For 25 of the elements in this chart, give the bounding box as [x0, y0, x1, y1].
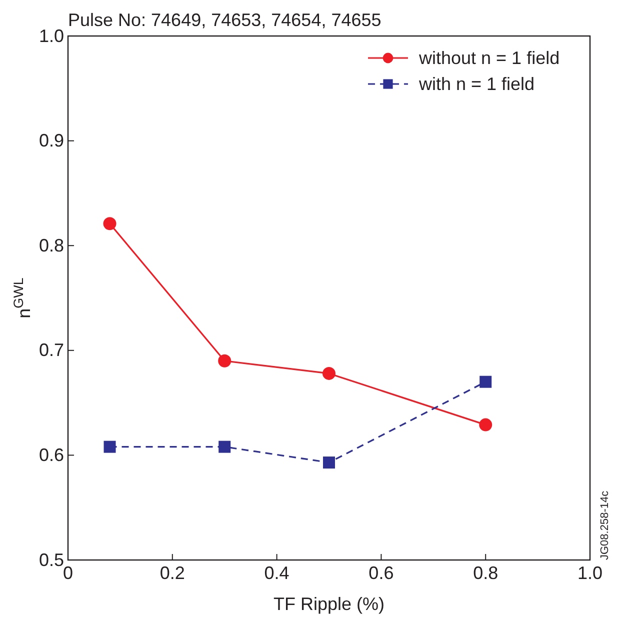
x-tick-label: 0.2 — [160, 562, 185, 583]
y-tick-label: 0.5 — [38, 550, 64, 570]
chart-title: Pulse No: 74649, 74653, 74654, 74655 — [68, 10, 382, 30]
text: JG08.258-14c — [599, 490, 611, 560]
point — [103, 217, 116, 230]
x-tick-label: 0 — [62, 562, 74, 583]
x-tick-label: 0.6 — [368, 562, 394, 583]
x-axis-title: TF Ripple (%) — [273, 594, 385, 614]
point — [218, 354, 232, 368]
point — [218, 440, 231, 453]
y-tick-label: 0.8 — [38, 235, 64, 256]
y-tick-label: 1.0 — [38, 26, 64, 46]
y-tick-label: 0.7 — [38, 340, 64, 360]
legend-label: without n = 1 field — [418, 48, 560, 68]
point — [479, 418, 492, 432]
y-tick-label: 0.6 — [38, 444, 64, 465]
x-tick-label: 1.0 — [577, 562, 603, 583]
point — [322, 366, 336, 380]
y-tick-label: 0.9 — [38, 130, 64, 151]
point — [480, 376, 492, 388]
x-tick-label: 0.4 — [264, 562, 290, 583]
x-tick-label: 0.8 — [473, 562, 498, 583]
point — [323, 456, 335, 469]
point — [104, 440, 116, 453]
legend-label: with n = 1 field — [418, 74, 535, 94]
